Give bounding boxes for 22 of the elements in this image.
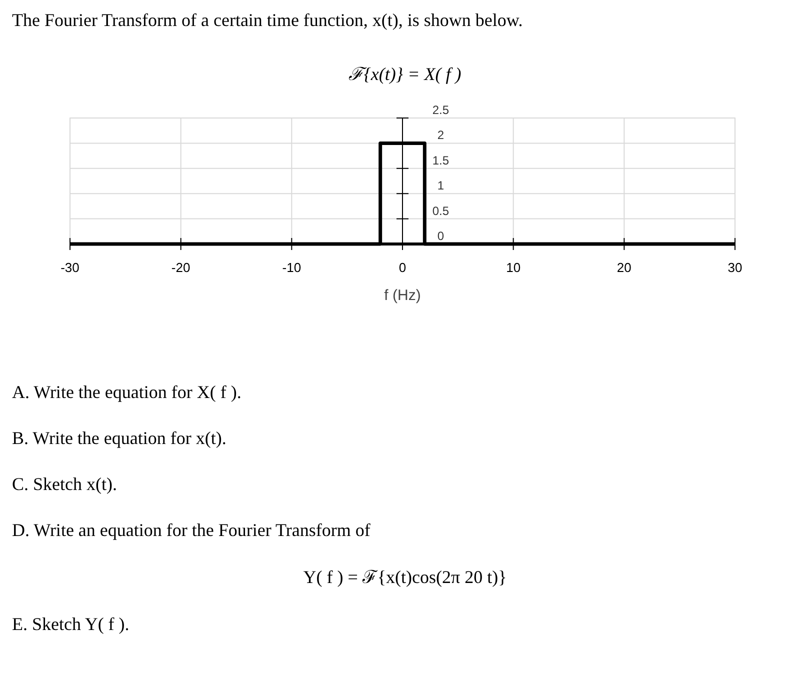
text: E. Sketch Y( f ). xyxy=(12,614,130,634)
x-tick-label: 30 xyxy=(728,260,742,275)
x-tick-label: 20 xyxy=(616,260,632,275)
x-tick-label: 10 xyxy=(506,260,521,275)
text: The Fourier Transform of a certain time function, x(t), is shown below. xyxy=(12,10,523,30)
chart-title: ℱ{x(t)} = X( f ) xyxy=(348,64,462,84)
text: Y( f ) = ℱ{x(t)cos(2π 20 t)} xyxy=(303,567,507,587)
x-tick-label: -30 xyxy=(60,260,80,275)
y-tick-label: 0.5 xyxy=(432,204,450,218)
x-tick-label: -20 xyxy=(171,260,190,275)
y-tick-label: 0 xyxy=(437,229,444,243)
y-tick-label: 2.5 xyxy=(432,103,450,117)
text: C. Sketch x(t). xyxy=(12,474,117,494)
x-tick-label: -10 xyxy=(282,260,302,275)
y-tick-label: 1 xyxy=(437,178,444,193)
text: A. Write the equation for X( f ). xyxy=(12,382,242,402)
y-tick-label: 1.5 xyxy=(432,153,450,168)
x-axis-title: f (Hz) xyxy=(384,287,421,304)
text: D. Write an equation for the Fourier Transform of xyxy=(12,520,370,540)
y-tick-label: 2 xyxy=(437,128,444,142)
text: B. Write the equation for x(t). xyxy=(12,428,226,448)
x-tick-label: 0 xyxy=(398,260,406,275)
